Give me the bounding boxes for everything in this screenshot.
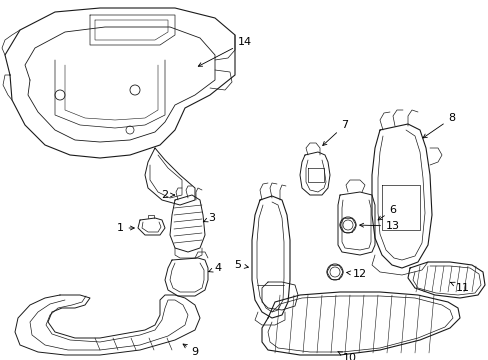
Text: 4: 4 <box>208 263 221 273</box>
Text: 6: 6 <box>377 205 396 220</box>
Text: 14: 14 <box>198 37 251 66</box>
Text: 1: 1 <box>116 223 134 233</box>
Text: 2: 2 <box>161 190 174 200</box>
Text: 12: 12 <box>346 269 366 279</box>
Text: 13: 13 <box>359 221 399 231</box>
Text: 8: 8 <box>422 113 455 138</box>
Text: 9: 9 <box>183 344 198 357</box>
Text: 5: 5 <box>234 260 248 270</box>
Text: 7: 7 <box>322 120 348 145</box>
Text: 3: 3 <box>203 213 215 223</box>
Text: 11: 11 <box>449 282 469 293</box>
Text: 10: 10 <box>337 351 356 360</box>
